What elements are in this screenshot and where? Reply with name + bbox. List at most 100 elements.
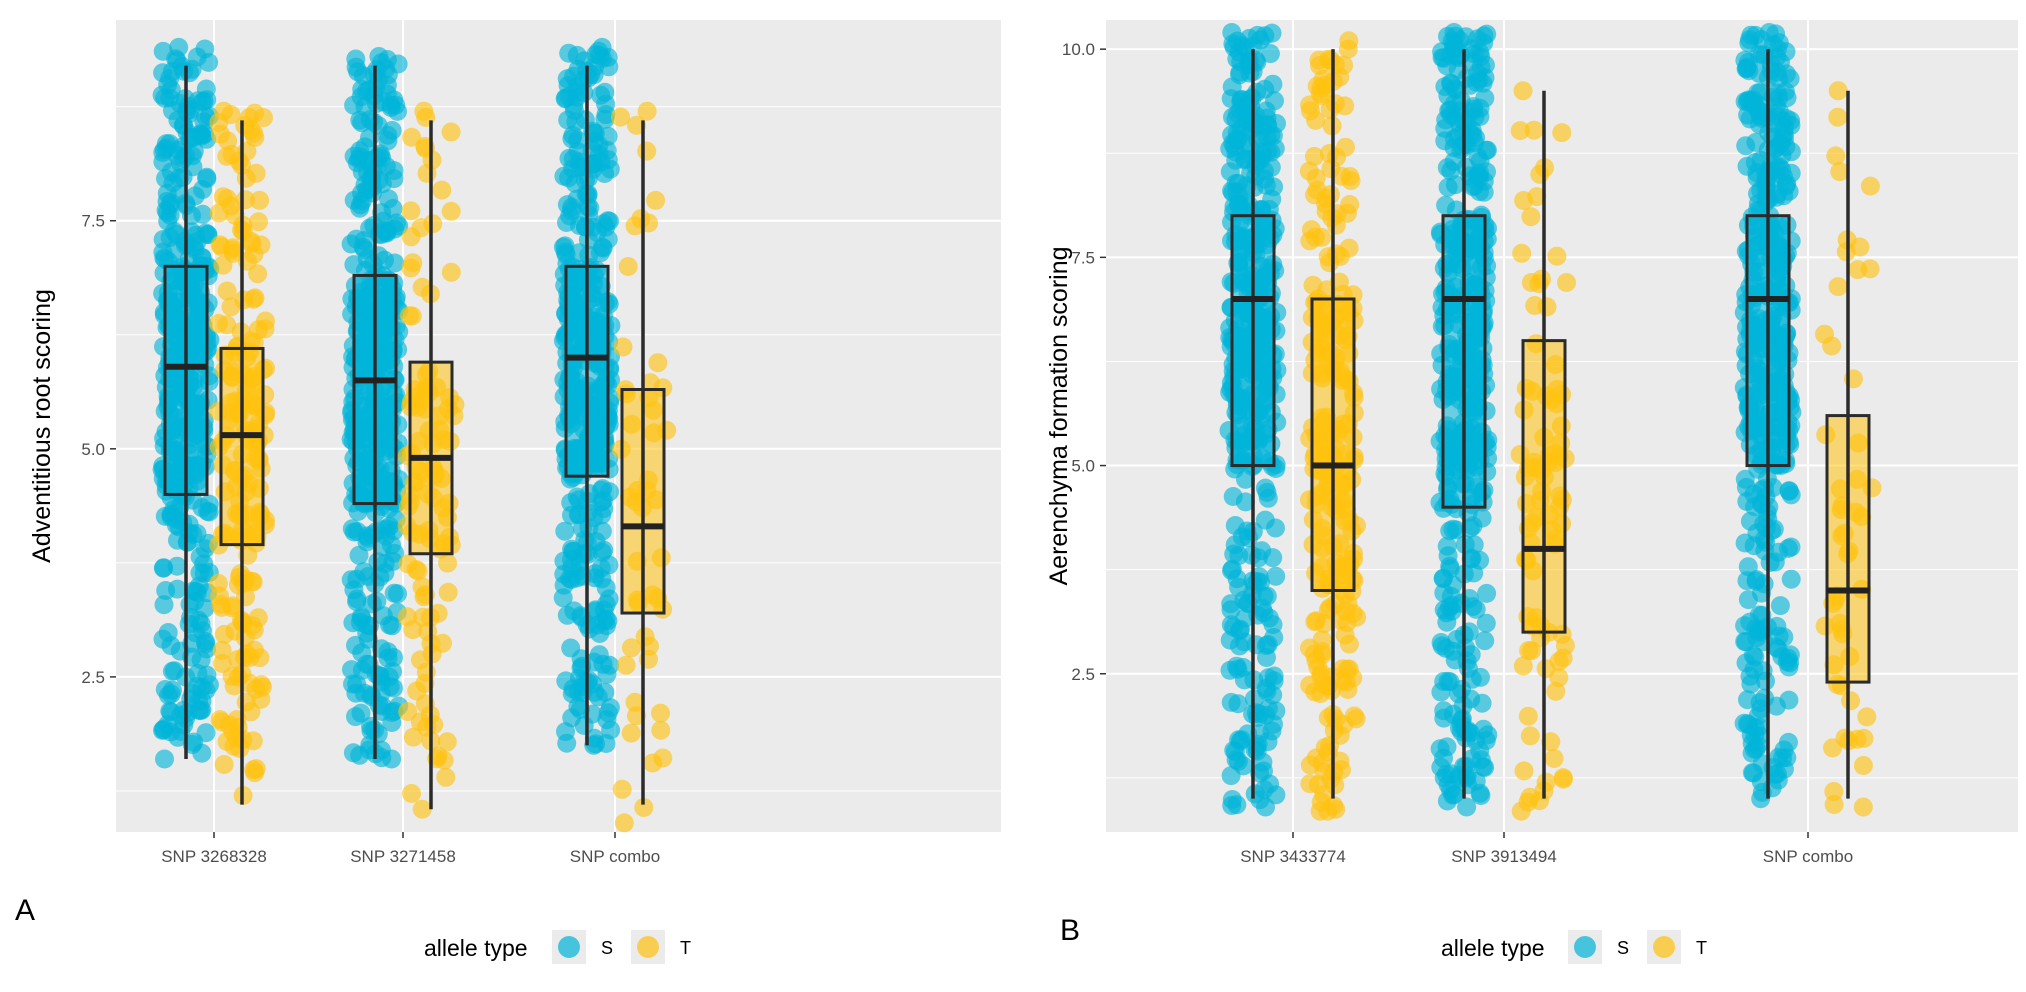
panel-a-t-snp-combo-point xyxy=(613,337,633,357)
panel-b-t-snp-3433774-point xyxy=(1337,659,1357,679)
panel-a-t-snp-3271458-point xyxy=(438,582,458,602)
panel-b-t-snp-3913494-point xyxy=(1514,191,1534,210)
panel-b-s-snp-3433774-point xyxy=(1221,89,1241,109)
panel-b-s-snp-3913494-point xyxy=(1437,612,1457,632)
panel-a-y-tick-label-1: 5.0 xyxy=(81,440,105,459)
panel-b-s-snp-3913494-point xyxy=(1463,52,1483,72)
panel-b-s-snp-combo-point xyxy=(1747,628,1767,648)
panel-a-s-snp-combo-point xyxy=(585,564,605,584)
panel-a-s-snp-3268328-boxplot xyxy=(163,65,209,760)
panel-a-s-snp-3271458-point xyxy=(358,629,378,649)
panel-b-s-snp-combo-point xyxy=(1762,778,1782,798)
panel-b-x-tick-label-snp-combo: SNP combo xyxy=(1763,847,1853,866)
panel-b-t-snp-3913494-point xyxy=(1547,246,1567,266)
panel-a-t-snp-3271458-point xyxy=(397,607,417,627)
panel-a-s-snp-3271458-point xyxy=(367,591,387,611)
panel-a-t-snp-3268328-point xyxy=(235,647,255,667)
panel-a-t-snp-3268328-point xyxy=(222,666,242,686)
panel-b-s-snp-3433774-point xyxy=(1232,730,1252,750)
panel-a-t-snp-combo-point xyxy=(646,190,666,210)
panel-a-t-snp-3268328-point xyxy=(250,648,270,668)
panel-a-s-snp-3271458-point xyxy=(351,703,371,723)
panel-b-t-snp-3433774-point xyxy=(1305,612,1325,632)
panel-b-s-snp-combo-point xyxy=(1735,533,1755,553)
panel-a-t-snp-3271458-point xyxy=(401,201,421,221)
panel-a-s-snp-3268328-point xyxy=(153,720,172,740)
panel-a-s-snp-3268328-point xyxy=(193,204,213,224)
panel-a-t-snp-3268328-point xyxy=(244,760,264,780)
panel-a-s-snp-3271458-point xyxy=(382,703,402,722)
panel-b-y-tick-label-1: 5.0 xyxy=(1071,457,1095,476)
panel-b-t-snp-3913494-point xyxy=(1510,121,1530,141)
panel-b-s-snp-3913494-point xyxy=(1438,671,1458,691)
panel-b-legend-marker-t xyxy=(1653,936,1675,958)
panel-a-x-tick-label-snp-combo: SNP combo xyxy=(570,847,660,866)
panel-b-t-snp-3433774-point xyxy=(1339,634,1359,654)
panel-a-s-snp-3268328-point xyxy=(161,80,181,100)
panel-b-t-snp-combo-point xyxy=(1853,797,1873,817)
panel-a-s-snp-3271458-point xyxy=(369,224,389,244)
panel-b-s-snp-3913494-point xyxy=(1458,722,1478,742)
panel-b-t-snp-3433774-point xyxy=(1304,146,1324,166)
panel-b-t-snp-3913494-point xyxy=(1536,772,1556,792)
panel-a-legend-marker-t xyxy=(637,936,659,958)
panel-a-s-snp-3271458-point xyxy=(382,535,401,555)
panel-b-s-snp-3913494-point xyxy=(1437,56,1457,76)
panel-b-t-snp-3433774-point xyxy=(1310,56,1330,75)
panel-a-s-snp-3271458-point xyxy=(354,562,374,582)
panel-a-t-snp-combo-point xyxy=(637,141,657,161)
panel-b-t-snp-combo-point xyxy=(1828,277,1848,297)
panel-b-s-snp-3433774-point xyxy=(1222,561,1241,580)
panel-a-s-snp-combo-point xyxy=(586,45,606,64)
panel-a-t-snp-3268328-point xyxy=(212,654,232,673)
panel-b-t-snp-3433774-point xyxy=(1339,238,1359,258)
panel-b-s-snp-3913494-point xyxy=(1478,725,1498,745)
panel-a-s-snp-3268328-point xyxy=(196,723,216,743)
panel-a-s-snp-combo-point xyxy=(568,697,588,717)
panel-a-t-snp-combo-point xyxy=(651,703,670,723)
panel-b-s-snp-3433774-point xyxy=(1236,469,1255,489)
panel-a-s-snp-3268328-point xyxy=(194,563,214,583)
panel-b-s-snp-3913494-boxplot xyxy=(1441,49,1487,799)
panel-a-s-snp-combo-point xyxy=(553,237,573,257)
panel-a-t-snp-3268328-point xyxy=(248,264,268,284)
panel-b-label: B xyxy=(1060,914,1080,947)
panel-a-s-snp-3268328-point xyxy=(179,523,199,543)
panel-a-s-snp-combo-point xyxy=(596,594,616,614)
panel-a-legend: allele type S T xyxy=(424,930,691,964)
panel-b-s-snp-3433774-point xyxy=(1228,694,1248,714)
panel-b-s-snp-3913494-point xyxy=(1457,797,1477,817)
panel-b-s-snp-combo-point xyxy=(1754,529,1774,549)
panel-b-s-snp-3433774-point xyxy=(1220,139,1240,159)
panel-b-t-snp-combo-point xyxy=(1830,162,1850,182)
panel-b-t-snp-3433774-point xyxy=(1300,101,1320,121)
panel-a-legend-title: allele type xyxy=(424,935,528,961)
panel-b: 2.55.07.510.0 SNP 3433774 SNP 3913494 SNP … xyxy=(1045,20,2018,964)
panel-a-s-snp-3268328-point xyxy=(167,556,187,576)
panel-b-y-axis: 2.5 5.0 7.5 10.0 xyxy=(1062,40,1106,684)
panel-a-t-snp-3268328-point xyxy=(211,237,231,257)
panel-b-s-snp-3433774-point xyxy=(1266,566,1286,586)
panel-b-s-snp-combo-point xyxy=(1778,648,1798,668)
panel-a-t-snp-3268328-point xyxy=(217,732,237,751)
panel-a-t-snp-3271458-point xyxy=(402,127,422,147)
panel-a-s-snp-combo-point xyxy=(584,508,604,528)
panel-a-s-snp-combo-point xyxy=(556,722,575,742)
panel-a-t-snp-3268328-point xyxy=(214,624,234,644)
panel-b-s-snp-3433774-point xyxy=(1263,548,1283,568)
panel-b-t-snp-combo-point xyxy=(1850,237,1870,257)
panel-a-t-snp-3268328-point xyxy=(208,313,228,333)
panel-a-t-snp-combo-point xyxy=(653,748,673,768)
panel-a-t-snp-3268328-point xyxy=(217,281,237,301)
panel-b-s-snp-combo-point xyxy=(1780,69,1800,89)
panel-a-s-snp-3271458-point xyxy=(361,721,381,741)
panel-a-s-snp-3268328-point xyxy=(172,56,192,76)
panel-b-s-snp-3433774-point xyxy=(1256,678,1276,698)
panel-b-t-snp-3433774-point xyxy=(1320,99,1340,119)
panel-b-s-snp-3433774-point xyxy=(1245,784,1265,804)
panel-a-s-snp-3271458-point xyxy=(378,642,398,662)
panel-b-t-snp-3913494-point xyxy=(1512,243,1532,263)
panel-b-s-snp-3913494-point xyxy=(1465,133,1484,153)
panel-b-t-snp-3433774-point xyxy=(1335,96,1355,116)
panel-a-s-snp-combo-point xyxy=(559,168,578,188)
